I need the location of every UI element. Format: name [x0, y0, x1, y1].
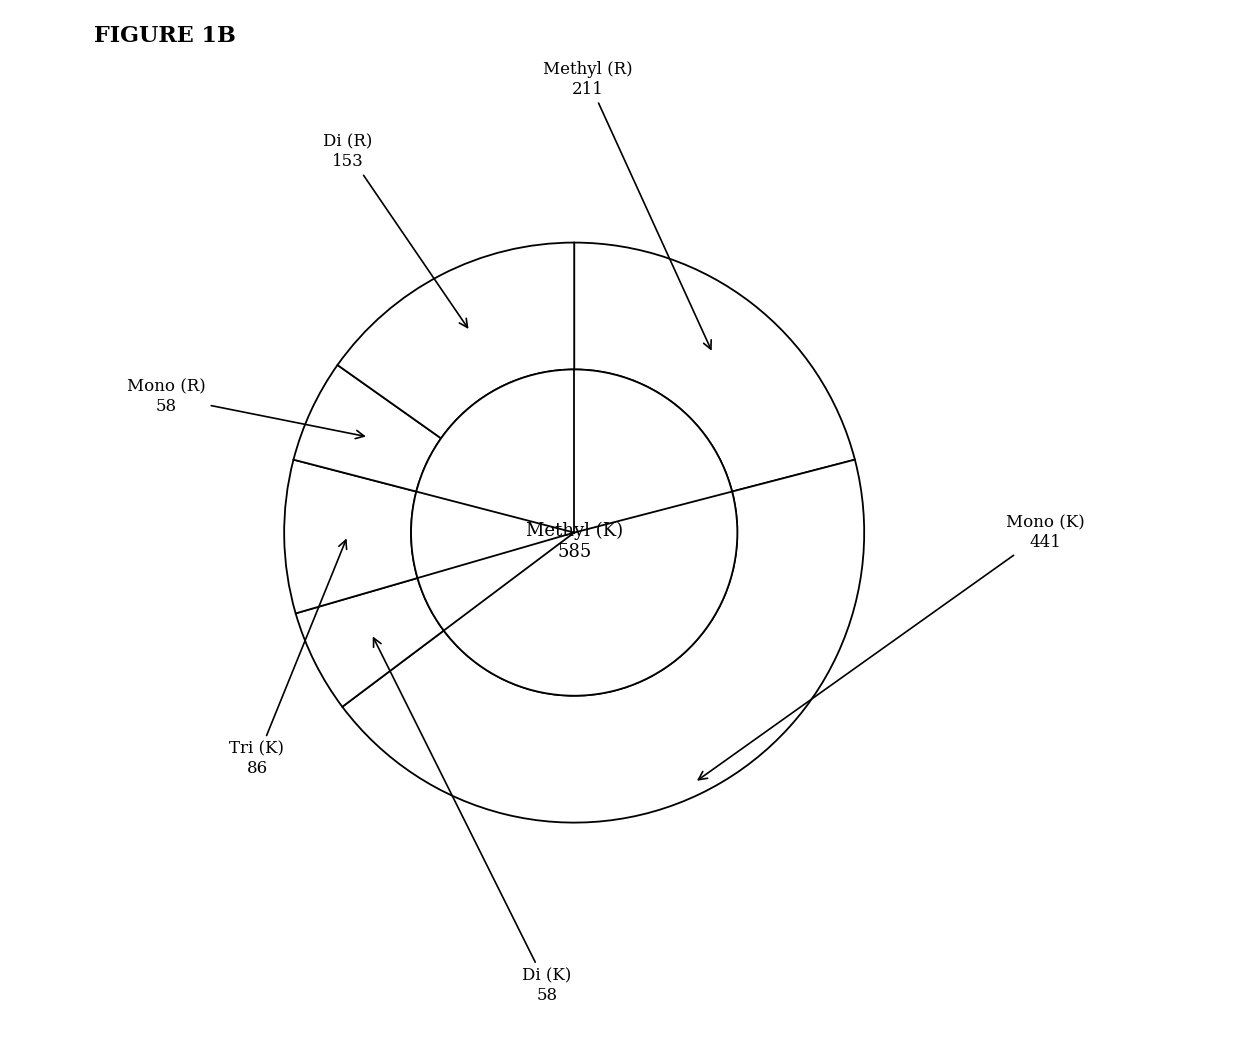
Wedge shape [574, 243, 855, 492]
Wedge shape [294, 365, 441, 492]
Wedge shape [296, 578, 444, 707]
Text: Methyl (R)
211: Methyl (R) 211 [543, 61, 711, 349]
Text: Mono (R)
58: Mono (R) 58 [126, 378, 364, 439]
Wedge shape [342, 460, 864, 822]
Text: Tri (K)
86: Tri (K) 86 [229, 540, 347, 777]
Text: Di (K)
58: Di (K) 58 [373, 638, 571, 1004]
Circle shape [411, 370, 737, 695]
Text: Mono (K)
441: Mono (K) 441 [699, 514, 1085, 780]
Wedge shape [284, 460, 418, 613]
Text: Di (R)
153: Di (R) 153 [323, 134, 467, 328]
Wedge shape [337, 243, 574, 438]
Text: Methyl (K)
585: Methyl (K) 585 [525, 522, 623, 562]
Text: FIGURE 1B: FIGURE 1B [94, 25, 235, 47]
